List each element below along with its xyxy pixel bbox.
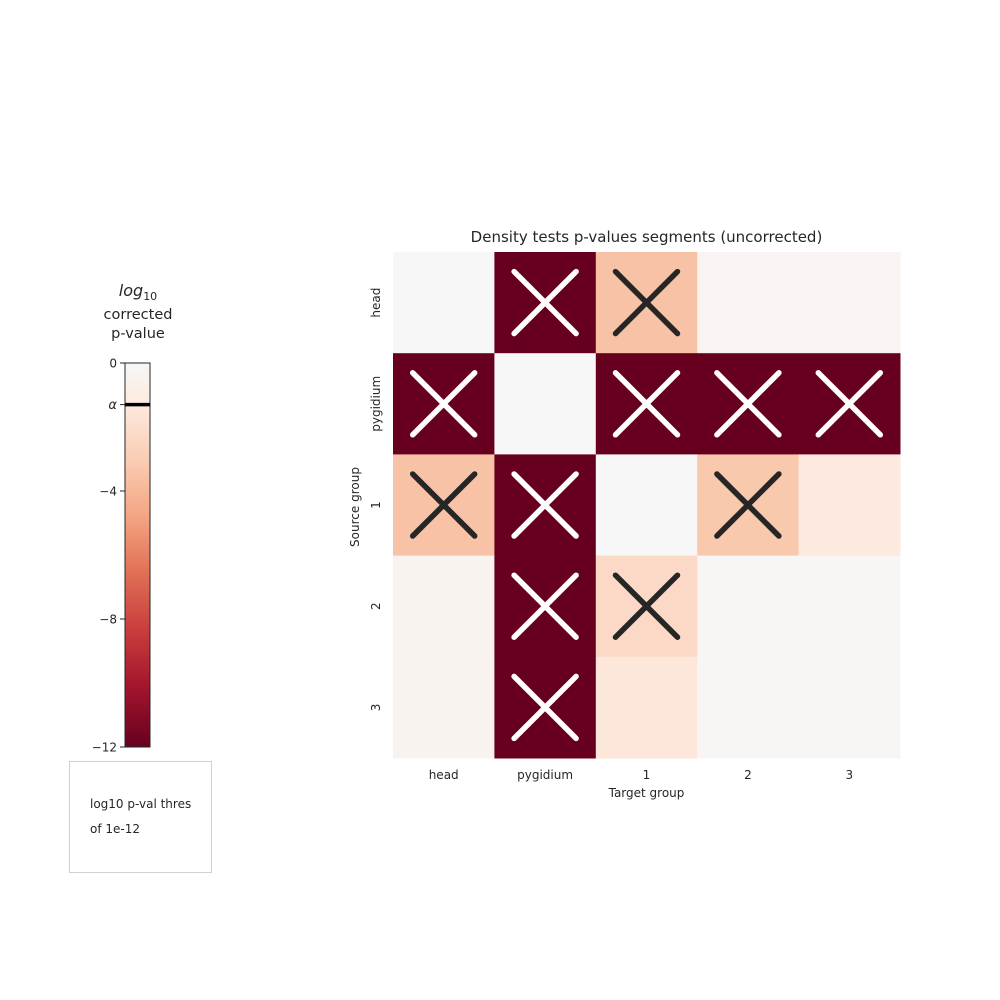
colorbar-title-log: log	[118, 281, 144, 300]
y-tick-label-4: 3	[369, 704, 383, 712]
significance-mark-r2-c3-b	[714, 471, 782, 539]
colorbar-tick-label-0: 0	[109, 357, 117, 371]
heatmap-cell-r4-c3	[697, 656, 800, 759]
x-axis-label: Target group	[608, 786, 685, 800]
heatmap-cell-r0-c0	[393, 252, 495, 354]
heatmap-cell-r0-c3	[697, 252, 800, 354]
x-tick-label-0: head	[429, 768, 459, 782]
threshold-note-box	[69, 761, 212, 873]
colorbar-tick-label-1: α	[108, 398, 117, 413]
colorbar-tick-label-2: −4	[99, 485, 117, 499]
heatmap-cell-r3-c3	[697, 555, 800, 658]
significance-mark-r2-c1-b	[511, 471, 579, 539]
colorbar-title-line2: corrected	[103, 306, 173, 323]
heatmap-cell-r2-c2	[595, 454, 698, 557]
chart-title: Density tests p-values segments (uncorre…	[470, 228, 823, 246]
threshold-note-line2: of 1e-12	[90, 822, 140, 836]
significance-mark-r1-c4-b	[815, 370, 884, 438]
colorbar-title-sub: 10	[143, 289, 158, 303]
significance-mark-r1-c0-b	[409, 370, 478, 438]
colorbar-tick-label-3: −8	[99, 613, 117, 627]
x-tick-label-2: 1	[643, 768, 651, 782]
y-tick-label-3: 2	[369, 602, 383, 610]
significance-mark-r0-c2-b	[612, 268, 681, 337]
significance-mark-r3-c2-b	[612, 572, 681, 640]
significance-mark-r1-c2-b	[612, 370, 681, 438]
significance-mark-r1-c3-b	[714, 370, 782, 438]
heatmap-cell-r4-c0	[393, 656, 495, 759]
heatmap-cell-r2-c4	[798, 454, 901, 557]
significance-mark-r0-c1-b	[511, 268, 579, 337]
x-tick-label-4: 3	[845, 768, 853, 782]
significance-mark-r4-c1-b	[511, 673, 579, 742]
y-tick-label-2: 1	[369, 501, 383, 509]
x-tick-label-3: 2	[744, 768, 752, 782]
heatmap-cell-r4-c4	[798, 656, 901, 759]
colorbar	[124, 362, 151, 748]
y-tick-label-1: pygidium	[369, 376, 383, 432]
y-tick-label-0: head	[369, 288, 383, 318]
colorbar-title: log10 corrected p-value	[78, 281, 198, 344]
heatmap-cell-r1-c1	[494, 353, 597, 455]
colorbar-title-line3: p-value	[111, 325, 165, 342]
heatmap-cell-r3-c0	[393, 555, 495, 658]
threshold-note-line1: log10 p-val thres	[90, 797, 192, 811]
colorbar-tick-label-4: −12	[92, 741, 117, 755]
significance-mark-r2-c0-b	[409, 471, 478, 539]
significance-mark-r3-c1-b	[511, 572, 579, 640]
heatmap-cell-r0-c4	[798, 252, 901, 354]
heatmap-cell-r4-c2	[595, 656, 698, 759]
x-tick-label-1: pygidium	[517, 768, 573, 782]
heatmap-cell-r3-c4	[798, 555, 901, 658]
